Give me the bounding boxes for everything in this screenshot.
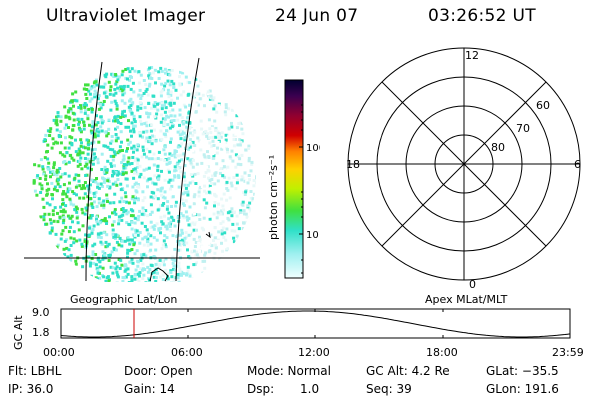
seq-info: Seq: 39 bbox=[366, 382, 412, 396]
colorbar-tick-10: 10 bbox=[306, 230, 319, 241]
geographic-grid bbox=[24, 57, 260, 282]
colorbar-unit-label: photon cm⁻²s⁻¹ bbox=[267, 155, 280, 240]
gain-info: Gain: 14 bbox=[124, 382, 175, 396]
time-tick-2359: 23:59 bbox=[552, 346, 584, 359]
ip-info: IP: 36.0 bbox=[8, 382, 54, 396]
altitude-tick-low: 1.8 bbox=[32, 326, 50, 339]
mlt-label-6: 6 bbox=[574, 158, 581, 171]
polar-mlat-mlt-panel: 12 18 6 0 60 70 80 bbox=[346, 47, 581, 290]
gc-alt-info: GC Alt: 4.2 Re bbox=[366, 364, 450, 378]
altitude-x-ticks bbox=[187, 309, 444, 338]
dsp-value: 1.0 bbox=[300, 382, 320, 396]
altitude-plot-frame bbox=[60, 308, 571, 339]
altitude-tick-high: 9.0 bbox=[32, 306, 50, 319]
mlat-label-80: 80 bbox=[491, 141, 505, 154]
mode-info: Mode: Normal bbox=[247, 364, 331, 378]
time-tick-0000: 00:00 bbox=[43, 346, 75, 359]
uv-emission-image bbox=[32, 66, 256, 282]
color-scale-bar: 100 10 photon cm⁻²s⁻¹ bbox=[267, 79, 320, 279]
date-label: 24 Jun 07 bbox=[275, 6, 359, 26]
time-tick-1800: 18:00 bbox=[426, 346, 458, 359]
door-info: Door: Open bbox=[124, 364, 193, 378]
geographic-panel-label: Geographic Lat/Lon bbox=[70, 293, 178, 306]
mlat-label-70: 70 bbox=[516, 122, 530, 135]
time-tick-1200: 12:00 bbox=[298, 346, 330, 359]
altitude-axis-label: GC Alt bbox=[12, 315, 25, 350]
filter-info: Flt: LBHL bbox=[8, 364, 62, 378]
time-label: 03:26:52 UT bbox=[428, 6, 536, 26]
instrument-title: Ultraviolet Imager bbox=[46, 6, 206, 26]
dsp-label: Dsp: bbox=[247, 382, 275, 396]
glat-info: GLat: −35.5 bbox=[486, 364, 559, 378]
glon-info: GLon: 191.6 bbox=[486, 382, 559, 396]
mlat-label-60: 60 bbox=[536, 99, 550, 112]
polar-panel-label: Apex MLat/MLT bbox=[425, 293, 508, 306]
mlt-label-18: 18 bbox=[346, 158, 360, 171]
time-tick-0600: 06:00 bbox=[171, 346, 203, 359]
geographic-image-panel bbox=[24, 57, 260, 282]
altitude-curve bbox=[60, 310, 571, 338]
polar-grid bbox=[347, 47, 581, 281]
colorbar-tick-100: 100 bbox=[306, 143, 320, 154]
altitude-plot: GC Alt 9.0 1.8 bbox=[12, 306, 571, 350]
mlt-label-0: 0 bbox=[469, 278, 476, 290]
mlt-label-12: 12 bbox=[465, 49, 479, 62]
